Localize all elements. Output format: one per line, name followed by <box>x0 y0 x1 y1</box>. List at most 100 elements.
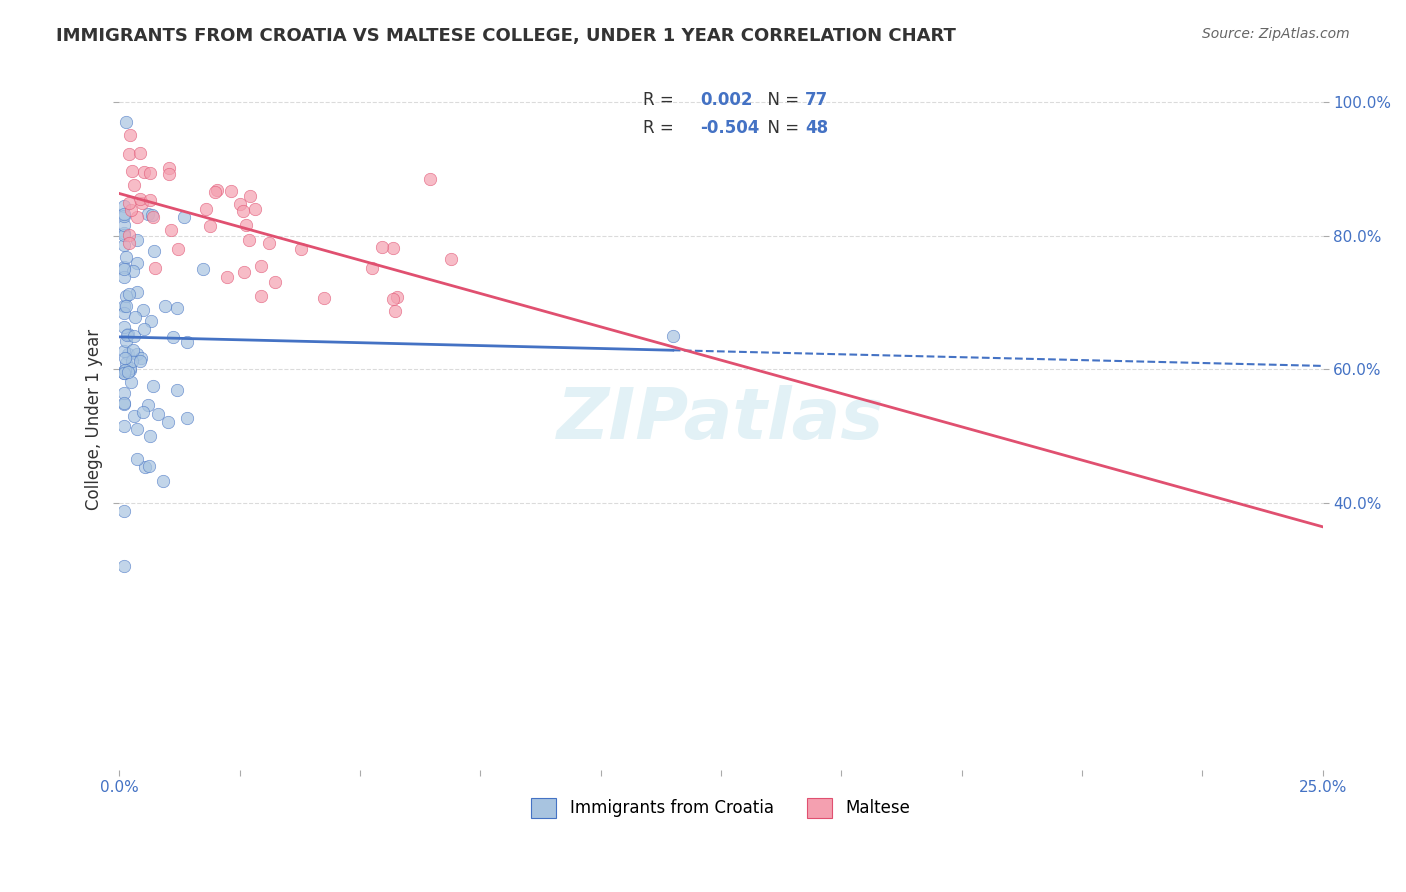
Immigrants from Croatia <box>139 313 162 327</box>
Y-axis label: College, Under 1 year: College, Under 1 year <box>86 328 103 510</box>
Immigrants from Croatia <box>132 303 155 318</box>
Immigrants from Croatia <box>117 347 139 361</box>
Immigrants from Croatia <box>142 244 165 259</box>
Maltese <box>129 145 152 160</box>
Immigrants from Croatia <box>191 261 214 276</box>
Immigrants from Croatia <box>114 363 136 377</box>
Text: Source: ZipAtlas.com: Source: ZipAtlas.com <box>1202 27 1350 41</box>
Immigrants from Croatia <box>134 459 156 474</box>
Maltese <box>385 290 408 304</box>
Immigrants from Croatia <box>112 227 135 241</box>
Maltese <box>122 178 145 192</box>
Immigrants from Croatia <box>152 474 174 488</box>
Maltese <box>245 202 267 216</box>
Maltese <box>382 242 405 256</box>
Immigrants from Croatia <box>173 210 195 224</box>
Maltese <box>221 184 243 198</box>
Immigrants from Croatia <box>122 264 145 278</box>
Immigrants from Croatia <box>122 343 145 358</box>
Immigrants from Croatia <box>112 199 135 213</box>
Immigrants from Croatia <box>132 405 155 419</box>
Immigrants from Croatia <box>155 299 177 313</box>
Maltese <box>235 218 257 232</box>
Immigrants from Croatia <box>125 256 148 270</box>
Immigrants from Croatia <box>122 409 145 423</box>
Immigrants from Croatia <box>112 418 135 433</box>
Immigrants from Croatia <box>112 207 135 221</box>
Immigrants from Croatia <box>115 334 138 348</box>
Maltese <box>160 223 183 237</box>
Text: N =: N = <box>756 119 804 137</box>
Immigrants from Croatia <box>136 398 159 412</box>
Maltese <box>167 243 190 257</box>
Maltese <box>440 252 463 266</box>
Maltese <box>142 210 165 224</box>
Text: N =: N = <box>756 91 804 109</box>
Immigrants from Croatia <box>131 351 153 365</box>
Immigrants from Croatia <box>115 250 138 264</box>
Text: 48: 48 <box>806 119 828 137</box>
Immigrants from Croatia <box>662 328 685 343</box>
Immigrants from Croatia <box>112 386 135 401</box>
Immigrants from Croatia <box>134 322 156 336</box>
Immigrants from Croatia <box>112 367 135 381</box>
Maltese <box>118 236 141 251</box>
Immigrants from Croatia <box>112 299 135 313</box>
Maltese <box>205 183 228 197</box>
Text: -0.504: -0.504 <box>700 119 759 137</box>
Immigrants from Croatia <box>112 262 135 277</box>
Immigrants from Croatia <box>112 238 135 252</box>
Immigrants from Croatia <box>138 458 160 473</box>
Immigrants from Croatia <box>176 335 198 350</box>
Immigrants from Croatia <box>112 218 135 232</box>
Maltese <box>159 161 181 175</box>
Immigrants from Croatia <box>125 422 148 436</box>
Immigrants from Croatia <box>115 328 138 343</box>
Immigrants from Croatia <box>112 344 135 359</box>
Immigrants from Croatia <box>112 260 135 274</box>
Immigrants from Croatia <box>120 360 142 375</box>
Immigrants from Croatia <box>112 559 135 574</box>
Legend: Immigrants from Croatia, Maltese: Immigrants from Croatia, Maltese <box>524 791 917 825</box>
Maltese <box>312 291 335 305</box>
Maltese <box>384 304 406 318</box>
Immigrants from Croatia <box>176 410 198 425</box>
Maltese <box>118 128 141 143</box>
Maltese <box>250 259 273 273</box>
Immigrants from Croatia <box>117 365 139 379</box>
Maltese <box>132 165 155 179</box>
Immigrants from Croatia <box>141 208 163 222</box>
Maltese <box>238 233 260 247</box>
Immigrants from Croatia <box>124 329 146 343</box>
Immigrants from Croatia <box>166 383 188 397</box>
Maltese <box>118 195 141 210</box>
Maltese <box>139 194 162 208</box>
Maltese <box>215 270 238 285</box>
Immigrants from Croatia <box>112 319 135 334</box>
Immigrants from Croatia <box>124 310 146 324</box>
Maltese <box>239 188 262 202</box>
Immigrants from Croatia <box>139 428 162 442</box>
Maltese <box>118 227 141 242</box>
Immigrants from Croatia <box>120 363 142 377</box>
Immigrants from Croatia <box>114 351 136 366</box>
Maltese <box>229 197 252 211</box>
Immigrants from Croatia <box>157 415 180 429</box>
Maltese <box>290 242 312 256</box>
Maltese <box>131 195 153 210</box>
Immigrants from Croatia <box>117 327 139 342</box>
Immigrants from Croatia <box>166 301 188 316</box>
Immigrants from Croatia <box>120 375 142 389</box>
Immigrants from Croatia <box>136 207 159 221</box>
Maltese <box>419 172 441 186</box>
Immigrants from Croatia <box>112 364 135 378</box>
Text: R =: R = <box>643 91 679 109</box>
Maltese <box>157 167 180 181</box>
Maltese <box>204 186 226 200</box>
Maltese <box>232 204 254 219</box>
Immigrants from Croatia <box>121 354 143 368</box>
Immigrants from Croatia <box>127 452 149 467</box>
Maltese <box>371 239 394 253</box>
Immigrants from Croatia <box>114 299 136 313</box>
Immigrants from Croatia <box>112 228 135 243</box>
